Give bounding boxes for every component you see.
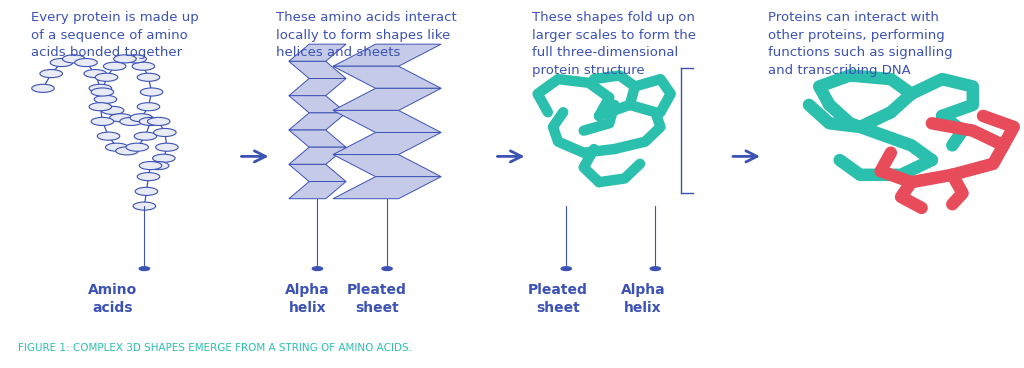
Text: Every protein is made up
of a sequence of amino
acids bonded together: Every protein is made up of a sequence o… [31, 11, 199, 59]
Circle shape [132, 62, 155, 70]
Circle shape [62, 55, 85, 63]
Text: Alpha
helix: Alpha helix [285, 283, 330, 315]
Circle shape [97, 132, 120, 140]
Circle shape [40, 70, 62, 78]
Circle shape [650, 267, 660, 270]
Polygon shape [333, 88, 441, 110]
Text: Alpha
helix: Alpha helix [621, 283, 666, 315]
Circle shape [139, 267, 150, 270]
Polygon shape [333, 66, 441, 88]
Circle shape [561, 267, 571, 270]
Text: These amino acids interact
locally to form shapes like
helices and sheets: These amino acids interact locally to fo… [276, 11, 458, 59]
Circle shape [32, 84, 54, 92]
Circle shape [156, 143, 178, 151]
Polygon shape [289, 44, 346, 61]
Circle shape [139, 162, 162, 170]
Polygon shape [289, 96, 346, 113]
Circle shape [130, 114, 153, 122]
Polygon shape [289, 164, 346, 181]
Polygon shape [289, 147, 346, 164]
Circle shape [105, 143, 128, 151]
Circle shape [50, 59, 73, 67]
Circle shape [147, 117, 170, 125]
Circle shape [137, 103, 160, 111]
Circle shape [139, 117, 162, 125]
Polygon shape [289, 181, 346, 199]
Circle shape [124, 55, 146, 63]
Circle shape [75, 59, 97, 67]
Polygon shape [289, 113, 346, 130]
Circle shape [137, 173, 160, 181]
Circle shape [95, 73, 118, 81]
Circle shape [137, 73, 160, 81]
Circle shape [133, 202, 156, 210]
Circle shape [126, 143, 148, 151]
Polygon shape [333, 177, 441, 199]
Circle shape [140, 88, 163, 96]
Text: Amino
acids: Amino acids [88, 283, 137, 315]
Circle shape [146, 162, 169, 170]
Circle shape [110, 114, 132, 122]
Circle shape [101, 106, 124, 114]
Circle shape [120, 117, 142, 125]
Circle shape [94, 95, 117, 103]
Polygon shape [289, 130, 346, 147]
Circle shape [312, 267, 323, 270]
Text: Pleated
sheet: Pleated sheet [347, 283, 407, 315]
Polygon shape [289, 61, 346, 78]
Circle shape [116, 147, 138, 155]
Circle shape [154, 128, 176, 137]
Polygon shape [333, 44, 441, 66]
Polygon shape [333, 110, 441, 132]
Text: Pleated
sheet: Pleated sheet [528, 283, 588, 315]
Circle shape [89, 84, 112, 92]
Circle shape [135, 187, 158, 195]
Circle shape [382, 267, 392, 270]
Circle shape [153, 154, 175, 162]
Polygon shape [333, 155, 441, 177]
Circle shape [103, 62, 126, 70]
Polygon shape [289, 78, 346, 96]
Circle shape [89, 103, 112, 111]
Circle shape [91, 88, 114, 96]
Circle shape [114, 55, 136, 63]
Text: FIGURE 1: COMPLEX 3D SHAPES EMERGE FROM A STRING OF AMINO ACIDS.: FIGURE 1: COMPLEX 3D SHAPES EMERGE FROM … [18, 343, 413, 353]
Circle shape [134, 132, 157, 140]
Circle shape [91, 117, 114, 125]
Circle shape [84, 70, 106, 78]
Text: These shapes fold up on
larger scales to form the
full three-dimensional
protein: These shapes fold up on larger scales to… [532, 11, 696, 77]
Text: Proteins can interact with
other proteins, performing
functions such as signalli: Proteins can interact with other protein… [768, 11, 952, 77]
Polygon shape [333, 132, 441, 155]
